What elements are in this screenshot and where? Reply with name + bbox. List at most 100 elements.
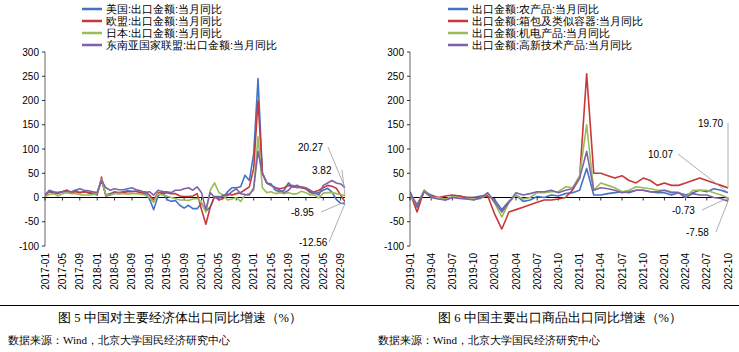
legend-swatch bbox=[82, 20, 102, 23]
x-tick bbox=[45, 198, 46, 201]
x-tick-label: 2020-09 bbox=[231, 253, 242, 290]
chart: -100-500501001502002503002019-012019-042… bbox=[378, 3, 734, 346]
legend-label: 出口金额:箱包及类似容器:当月同比 bbox=[472, 15, 643, 27]
x-tick-label: 2020-01 bbox=[196, 253, 207, 290]
annotation-leader bbox=[716, 201, 728, 232]
y-tick-label: 100 bbox=[387, 144, 404, 155]
y-tick bbox=[42, 221, 45, 222]
x-tick-label: 2021-05 bbox=[266, 253, 277, 290]
legend-swatch bbox=[82, 32, 102, 35]
plot-area bbox=[45, 79, 345, 225]
y-tick bbox=[407, 149, 410, 150]
x-tick bbox=[253, 198, 254, 201]
y-tick-label: 200 bbox=[22, 95, 39, 106]
y-tick bbox=[407, 124, 410, 125]
y-tick bbox=[407, 246, 410, 247]
y-tick-label: -50 bbox=[25, 216, 40, 227]
y-tick-label: 300 bbox=[22, 47, 39, 58]
y-tick-label: 150 bbox=[22, 119, 39, 130]
x-tick-label: 2020-07 bbox=[532, 253, 543, 290]
x-tick-label: 2019-05 bbox=[161, 253, 172, 290]
y-tick bbox=[407, 52, 410, 53]
x-tick bbox=[622, 198, 623, 201]
x-tick-label: 2021-07 bbox=[617, 253, 628, 290]
y-tick bbox=[42, 246, 45, 247]
caption: 图 6 中国主要出口商品出口同比增速（%） bbox=[438, 310, 682, 325]
x-tick-label: 2018-01 bbox=[92, 253, 103, 290]
x-tick-label: 2020-01 bbox=[489, 253, 500, 290]
y-tick bbox=[42, 197, 45, 198]
x-tick bbox=[579, 198, 580, 201]
annotation: 20.27 bbox=[298, 142, 323, 153]
x-tick-label: 2021-09 bbox=[283, 253, 294, 290]
y-tick bbox=[407, 76, 410, 77]
x-tick bbox=[600, 198, 601, 201]
x-tick-label: 2022-01 bbox=[300, 253, 311, 290]
legend-swatch bbox=[448, 8, 468, 11]
y-tick-label: 0 bbox=[398, 192, 404, 203]
x-tick bbox=[323, 198, 324, 201]
y-tick-label: 100 bbox=[22, 144, 39, 155]
legend-swatch bbox=[448, 20, 468, 23]
x-tick-label: 2022-04 bbox=[680, 253, 691, 290]
x-tick-label: 2019-09 bbox=[179, 253, 190, 290]
x-tick bbox=[131, 198, 132, 201]
annotation-leader bbox=[702, 198, 728, 210]
legend-label: 日本:出口金额:当月同比 bbox=[106, 27, 222, 39]
legend-label: 东南亚国家联盟:出口金额:当月同比 bbox=[106, 39, 277, 51]
annotation-leader bbox=[321, 202, 345, 212]
x-tick-label: 2022-10 bbox=[723, 253, 734, 290]
annotation: 10.07 bbox=[648, 149, 673, 160]
x-tick-label: 2019-04 bbox=[426, 253, 437, 290]
x-tick bbox=[516, 198, 517, 201]
annotation-leader bbox=[728, 123, 729, 188]
x-tick bbox=[271, 198, 272, 201]
legend-label: 出口金额:机电产品:当月同比 bbox=[472, 27, 610, 39]
legend-swatch bbox=[448, 32, 468, 35]
legend-label: 美国:出口金额:当月同比 bbox=[106, 3, 222, 15]
y-tick-label: 50 bbox=[393, 168, 405, 179]
legend-swatch bbox=[82, 44, 102, 47]
x-tick bbox=[410, 198, 411, 201]
figure: -100-500501001502002503002017-012017-052… bbox=[0, 0, 739, 352]
annotation: -0.73 bbox=[672, 205, 695, 216]
x-tick-label: 2019-01 bbox=[405, 253, 416, 290]
y-tick-label: -100 bbox=[384, 241, 404, 252]
y-axis bbox=[45, 52, 46, 246]
y-tick bbox=[407, 100, 410, 101]
legend-label: 欧盟:出口金额:当月同比 bbox=[106, 15, 222, 27]
x-tick bbox=[62, 198, 63, 201]
x-tick bbox=[288, 198, 289, 201]
x-tick-label: 2021-01 bbox=[248, 253, 259, 290]
series-line bbox=[45, 101, 345, 225]
x-tick-label: 2019-01 bbox=[144, 253, 155, 290]
y-axis bbox=[410, 52, 411, 246]
legend-label: 出口金额:农产品:当月同比 bbox=[472, 3, 599, 15]
annotation: 19.70 bbox=[698, 118, 723, 129]
y-tick bbox=[407, 221, 410, 222]
y-tick bbox=[407, 197, 410, 198]
x-tick-label: 2017-01 bbox=[40, 253, 51, 290]
x-tick-label: 2020-05 bbox=[213, 253, 224, 290]
x-tick-label: 2018-05 bbox=[109, 253, 120, 290]
y-tick bbox=[42, 100, 45, 101]
y-tick bbox=[42, 149, 45, 150]
y-tick-label: 250 bbox=[387, 71, 404, 82]
source: 数据来源：Wind，北京大学国民经济研究中心 bbox=[8, 334, 230, 346]
y-tick bbox=[42, 52, 45, 53]
x-tick-label: 2022-07 bbox=[701, 253, 712, 290]
legend-swatch bbox=[82, 8, 102, 11]
y-tick bbox=[42, 173, 45, 174]
x-tick bbox=[201, 198, 202, 201]
y-tick-label: 50 bbox=[28, 168, 40, 179]
separator bbox=[0, 305, 739, 306]
x-tick-label: 2021-10 bbox=[638, 253, 649, 290]
x-tick-label: 2022-01 bbox=[659, 253, 670, 290]
y-tick bbox=[407, 173, 410, 174]
x-tick-label: 2022-05 bbox=[318, 253, 329, 290]
x-tick bbox=[643, 198, 644, 201]
y-tick bbox=[42, 124, 45, 125]
annotation-leader bbox=[342, 170, 345, 196]
annotation: -8.95 bbox=[291, 207, 314, 218]
x-tick-label: 2021-04 bbox=[595, 253, 606, 290]
